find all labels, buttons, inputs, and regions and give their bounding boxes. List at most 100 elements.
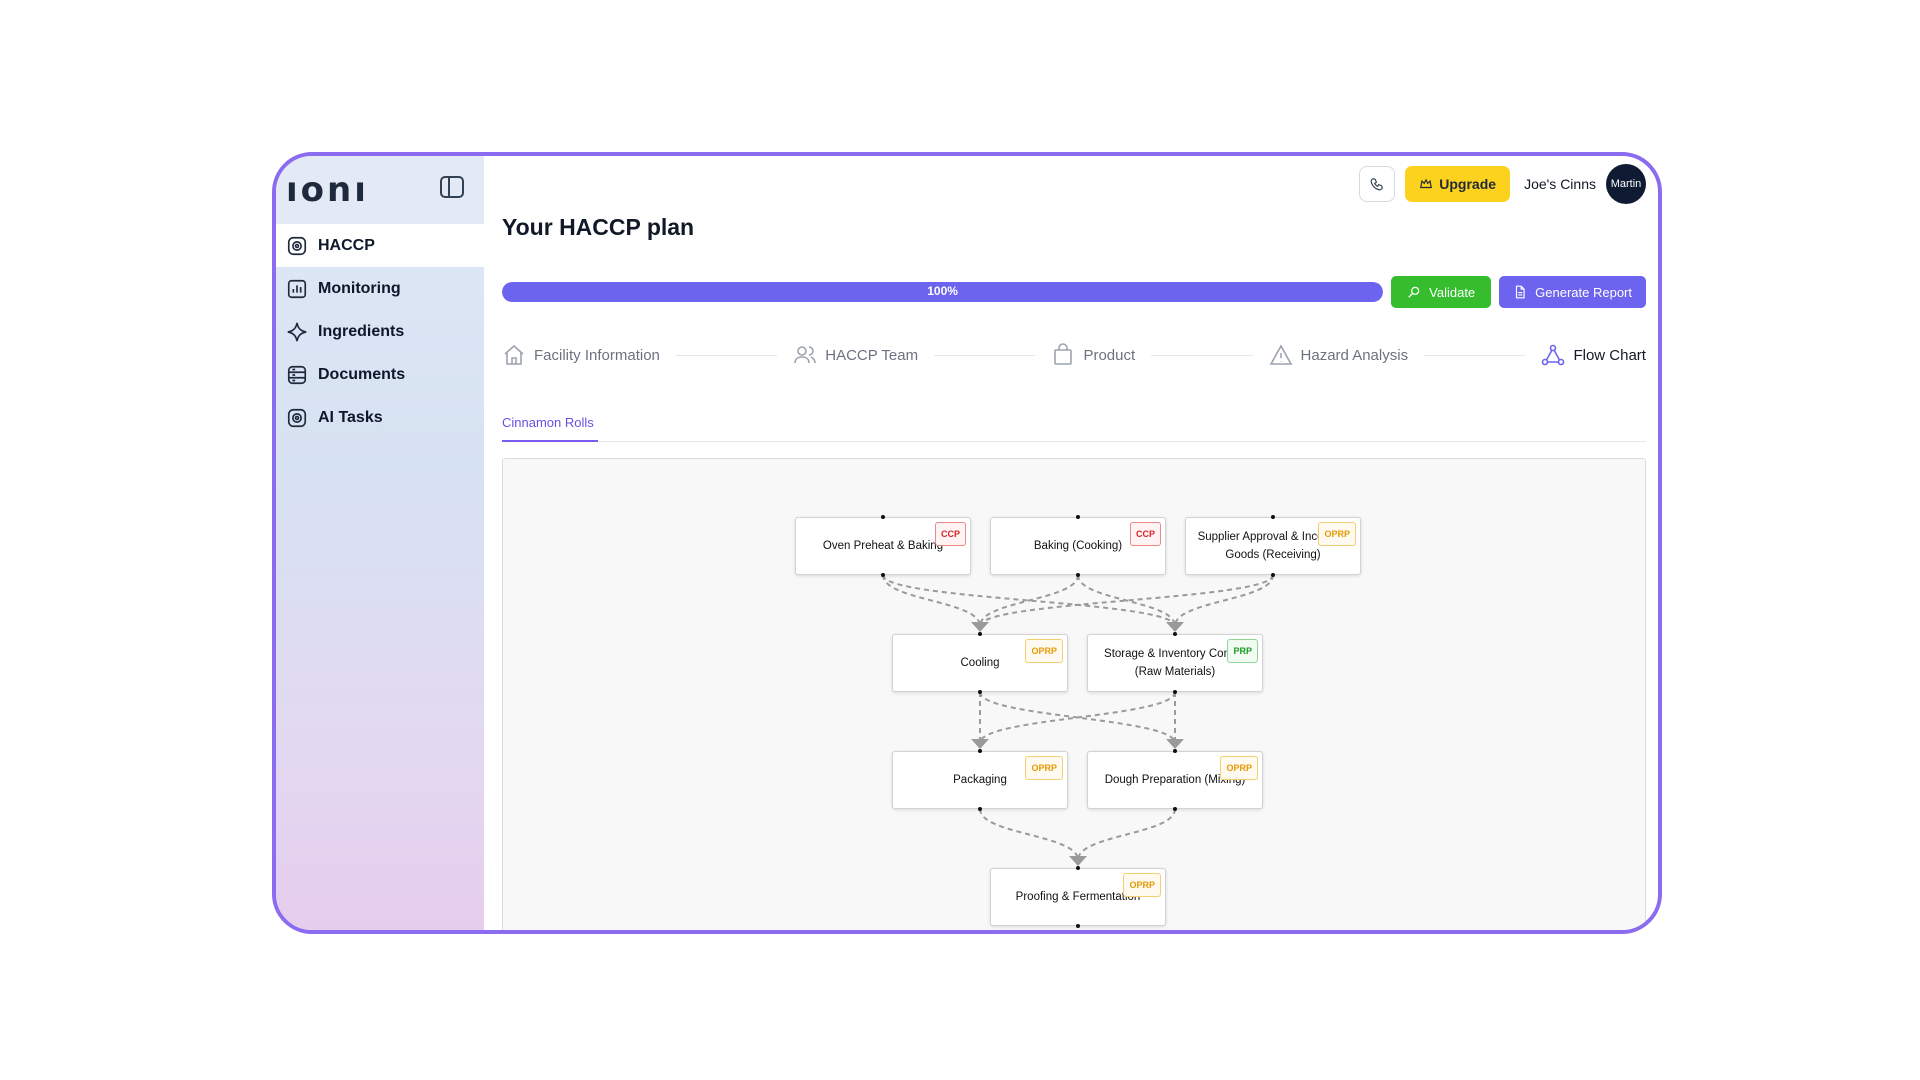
step-connector [1424,354,1526,356]
flow-node-handle-bottom[interactable] [881,573,885,577]
flow-node-handle-bottom[interactable] [1076,573,1080,577]
flow-node-label: Dough Preparation (Mixing) [1104,774,1246,786]
phone-button[interactable] [1359,166,1396,202]
progress-label: 100% [927,284,958,298]
flow-node-badge: OPRP [1025,639,1063,663]
flow-node-badge: OPRP [1318,522,1356,546]
report-label: Generate Report [1535,284,1632,300]
ai-tasks-icon [286,407,308,429]
sidebar-item-label: HACCP [318,236,375,254]
step-label: Facility Information [534,346,660,364]
upgrade-label: Upgrade [1439,176,1497,192]
tab-cinnamon-rolls[interactable]: Cinnamon Rolls [502,404,598,442]
sidebar-item-haccp[interactable]: HACCP [276,224,484,267]
flow-node-handle-bottom[interactable] [1173,690,1177,694]
crown-icon [1420,178,1433,189]
flow-node-handle-bottom[interactable] [1076,924,1080,928]
flow-edge-storage-packaging [979,691,1176,744]
upgrade-button[interactable]: Upgrade [1405,166,1511,202]
user-name[interactable]: Joe's Cinns [1524,176,1596,192]
flow-node-badge: PRP [1227,639,1258,663]
sidebar: ıonı HACCP Monitoring Ingredients [276,156,484,930]
monitoring-chart-icon [286,278,308,300]
sidebar-nav: HACCP Monitoring Ingredients Documents [276,224,484,439]
flow-node-packaging[interactable]: Packaging OPRP [892,749,1068,811]
logo-row: ıonı [276,156,484,224]
flow-chart-canvas[interactable]: Oven Preheat & Baking CCP Baking (Cooking)… [502,458,1646,930]
generate-report-button[interactable]: Generate Report [1499,276,1646,308]
validate-label: Validate [1429,284,1476,300]
sidebar-toggle-icon[interactable] [440,176,464,198]
flow-node-handle-bottom[interactable] [978,690,982,694]
progress-bar: 100% [502,282,1384,302]
flow-node-proofing[interactable]: Proofing & Fermentation OPRP [990,866,1166,928]
arrowhead-dough [1166,739,1184,749]
flow-node-dough[interactable]: Dough Preparation (Mixing) OPRP [1087,749,1263,811]
flow-node-label: Storage & Inventory Control (Raw Materia… [1104,648,1246,678]
flow-edge-dough-proofing [1077,808,1176,861]
flow-node-handle-top[interactable] [1076,866,1080,870]
team-icon [794,346,817,364]
flow-node-handle-bottom[interactable] [1173,807,1177,811]
haccp-icon [286,235,308,257]
product-tabs: Cinnamon Rolls [502,404,1646,442]
step-flow-chart[interactable]: Flow Chart [1541,343,1646,367]
top-bar: Upgrade Joe's Cinns Martin [1359,164,1646,204]
sidebar-item-ingredients[interactable]: Ingredients [276,310,484,353]
flow-node-handle-top[interactable] [1076,515,1080,519]
avatar[interactable]: Martin [1606,164,1646,204]
flow-node-oven[interactable]: Oven Preheat & Baking CCP [795,515,971,577]
arrowhead-packaging [971,739,989,749]
step-label: Product [1083,346,1136,364]
page-title: Your HACCP plan [502,214,695,240]
step-label: Flow Chart [1573,346,1646,364]
flow-node-cooling[interactable]: Cooling OPRP [892,632,1068,694]
flow-node-handle-top[interactable] [1173,749,1177,753]
phone-icon [1370,178,1384,191]
sidebar-item-label: AI Tasks [318,408,383,426]
flow-node-handle-top[interactable] [1173,632,1177,636]
step-label: HACCP Team [825,346,919,364]
step-connector [675,354,778,356]
flow-node-label: Baking (Cooking) [1033,540,1123,552]
flow-edge-packaging-proofing [979,808,1079,861]
flow-node-label: Oven Preheat & Baking [822,540,944,552]
flow-node-baking[interactable]: Baking (Cooking) CCP [990,515,1166,577]
progress-row: 100% Validate Generate Report [502,276,1646,308]
flow-node-handle-top[interactable] [978,749,982,753]
flow-edge-baking-cooling [979,574,1079,627]
sidebar-item-label: Documents [318,365,406,383]
document-icon [1516,285,1525,299]
step-haccp-team[interactable]: HACCP Team [793,343,918,367]
flow-node-handle-bottom[interactable] [1271,573,1275,577]
flow-node-storage[interactable]: Storage & Inventory Control (Raw Materia… [1087,632,1263,694]
flow-edge-oven-cooling [882,574,981,627]
flow-node-handle-top[interactable] [978,632,982,636]
flow-node-badge: OPRP [1220,756,1258,780]
wizard-steps: Facility Information HACCP Team Product … [502,340,1646,370]
flow-edges [882,574,1274,866]
flow-node-handle-top[interactable] [1271,515,1275,519]
flow-chart-icon [1542,344,1565,366]
step-hazard-analysis[interactable]: Hazard Analysis [1269,343,1408,367]
bag-icon [1054,343,1073,365]
sparkle-icon [286,321,308,343]
arrowhead-proofing [1069,856,1087,866]
app-logo[interactable]: ıonı [286,170,369,210]
validate-button[interactable]: Validate [1391,276,1492,308]
flow-node-handle-top[interactable] [881,515,885,519]
sidebar-item-ai-tasks[interactable]: AI Tasks [276,396,484,439]
sidebar-item-monitoring[interactable]: Monitoring [276,267,484,310]
warning-icon [1269,344,1292,365]
flow-node-label: Packaging [953,774,1007,786]
search-check-icon [1408,286,1420,298]
flow-node-supplier[interactable]: Supplier Approval & Incoming Goods (Rece… [1185,515,1361,577]
sidebar-item-documents[interactable]: Documents [276,353,484,396]
flow-node-badge: CCP [1129,522,1161,546]
flow-node-label: Cooling [960,657,1000,669]
step-facility-information[interactable]: Facility Information [502,343,660,367]
step-product[interactable]: Product [1051,343,1135,367]
app-window: ıonı HACCP Monitoring Ingredients [272,152,1662,934]
flow-node-handle-bottom[interactable] [978,807,982,811]
flow-node-label: Supplier Approval & Incoming Goods (Rece… [1197,531,1349,561]
